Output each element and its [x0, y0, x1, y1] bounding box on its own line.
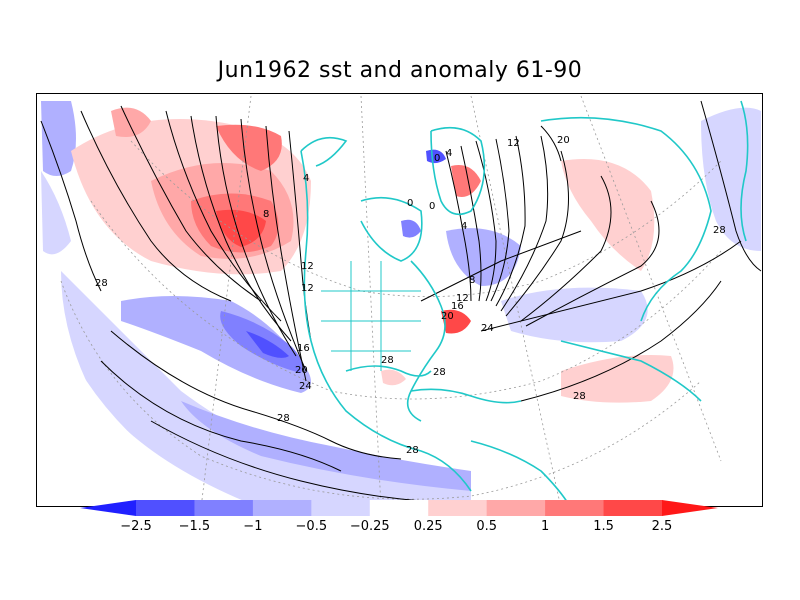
anomaly-blue-west — [41, 101, 76, 176]
contour-24-atlantic — [480, 240, 742, 332]
coast-caribbean — [410, 388, 522, 404]
anomaly-pink-greenland — [451, 165, 481, 197]
anomaly-light-blue-pacific — [61, 271, 471, 506]
contour-label: 0 — [407, 198, 413, 209]
contour-label: 12 — [301, 283, 314, 294]
coastlines — [300, 100, 749, 506]
contour-labels: 28 8 12 12 16 20 24 28 28 28 28 4 0 0 4 … — [95, 135, 726, 456]
anomaly-light-blue-west — [41, 171, 71, 255]
colorbar-tick-label: 0.5 — [476, 519, 497, 534]
anomaly-red-gulfstream — [441, 309, 471, 334]
colorbar-tick-label: 1.5 — [593, 519, 614, 534]
coast-alaska — [300, 136, 348, 167]
contour-label: 12 — [301, 261, 314, 272]
coast-africa — [560, 340, 702, 402]
contour-label: 24 — [481, 323, 494, 334]
contour-label: 12 — [456, 293, 469, 304]
colorbar-tick-label: −1.5 — [179, 519, 211, 534]
anomaly-blue-hudson — [401, 219, 421, 238]
anomaly-red3-pacific — [216, 209, 266, 247]
projection-mask — [37, 261, 762, 506]
coast-greenland — [430, 126, 486, 216]
contour-label: 24 — [299, 381, 312, 392]
contour-28-pacific-south — [110, 330, 402, 460]
colorbar-tick-label: 0.25 — [414, 519, 443, 534]
anomaly-pink-bering — [111, 107, 151, 137]
contour-label: 16 — [297, 343, 310, 354]
mask-bottom-right — [477, 303, 762, 506]
contour-label: 0 — [429, 201, 435, 212]
mask-bottom-left — [37, 261, 247, 506]
contour-label: 28 — [95, 278, 108, 289]
colorbar-tick-label: 1 — [541, 519, 549, 534]
anomaly-pink-caribbean — [381, 369, 406, 386]
coast-east — [406, 260, 446, 422]
us-borders — [321, 261, 421, 371]
colorbar-tick-label: 2.5 — [652, 519, 673, 534]
contour-label: 12 — [507, 138, 520, 149]
anomaly-red-gulf-alaska — [216, 124, 282, 171]
colorbar-tick-label: −0.25 — [350, 519, 390, 534]
anomaly-shading — [41, 101, 761, 506]
contour-label: 28 — [277, 413, 290, 424]
map-title: Jun1962 sst and anomaly 61-90 — [217, 58, 583, 83]
sst-contours — [40, 100, 762, 502]
contour-label: 28 — [573, 391, 586, 402]
anomaly-blue-arctic — [426, 149, 446, 164]
coast-north-america-west — [300, 150, 472, 492]
contour-label: 28 — [433, 367, 446, 378]
coast-europe — [540, 116, 712, 322]
colorbar-ticks: −2.5 −1.5 −1 −0.5 −0.25 0.25 0.5 1 1.5 2.5 — [120, 519, 672, 534]
contour-label: 4 — [461, 221, 467, 232]
coast-asia-east — [740, 100, 749, 242]
contour-label: 0 — [434, 153, 440, 164]
anomaly-pink-atlantic-east — [561, 159, 655, 271]
contour-label: 4 — [303, 173, 309, 184]
anomaly-deep-blue-core — [246, 331, 289, 358]
coast-south-america — [470, 440, 571, 506]
colorbar-tick-label: −2.5 — [120, 519, 152, 534]
colorbar-tick-label: −0.5 — [296, 519, 328, 534]
coast-gulf — [345, 365, 432, 377]
anomaly-light-blue-east — [701, 107, 761, 252]
contour-label: 8 — [263, 209, 269, 220]
map-frame: 28 8 12 12 16 20 24 28 28 28 28 4 0 0 4 … — [36, 93, 763, 507]
contour-label: 16 — [451, 301, 464, 312]
anomaly-pink-atlantic-south — [561, 355, 674, 403]
contour-label: 28 — [381, 355, 394, 366]
graticule — [60, 95, 722, 506]
anomaly-blue-south — [181, 401, 471, 491]
coast-hudson — [360, 196, 423, 262]
contour-label: 28 — [713, 225, 726, 236]
anomaly-mid-blue-pacific — [121, 296, 311, 393]
contour-label: 20 — [557, 135, 570, 146]
contour-label: 20 — [441, 311, 454, 322]
contour-28-west — [40, 120, 102, 292]
anomaly-light-blue-atlantic — [501, 287, 648, 343]
colorbar-tick-label: −1 — [243, 519, 262, 534]
contour-label: 28 — [406, 445, 419, 456]
contour-label: 20 — [295, 365, 308, 376]
contour-label: 4 — [446, 148, 452, 159]
contour-label: 8 — [469, 275, 475, 286]
sst-anomaly-map: 28 8 12 12 16 20 24 28 28 28 28 4 0 0 4 … — [37, 95, 762, 506]
